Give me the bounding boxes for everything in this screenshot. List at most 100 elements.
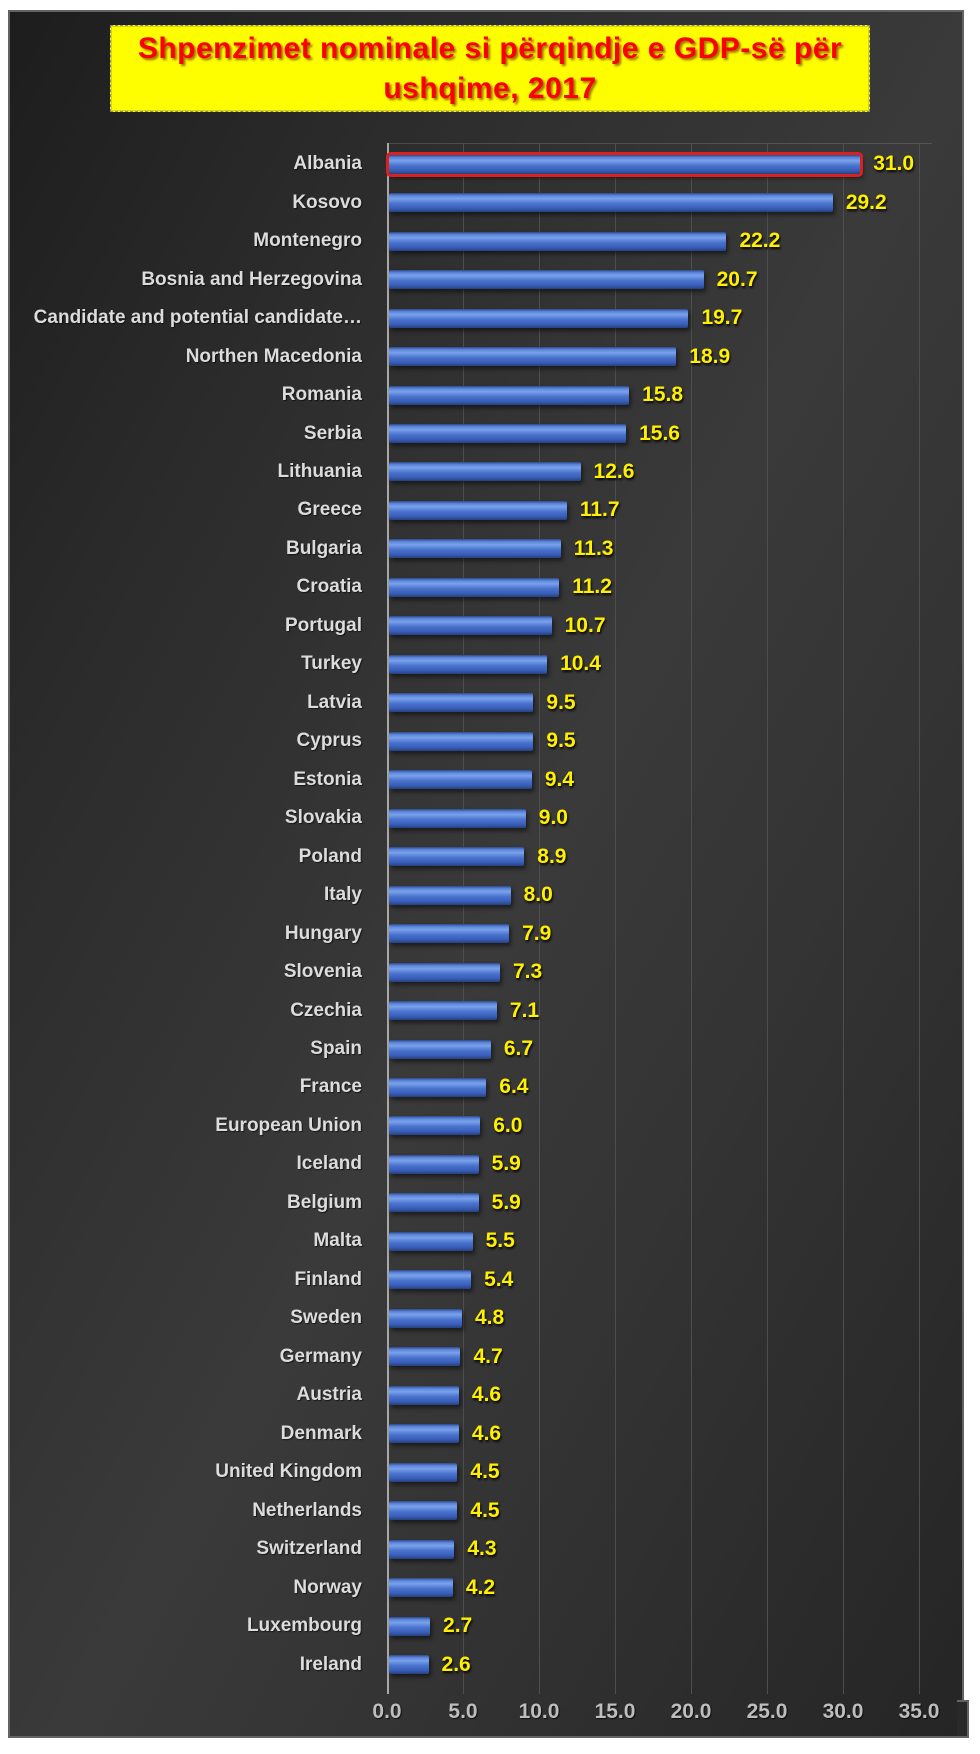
category-label: Belgium — [287, 1191, 362, 1213]
bar-track: 2.6 — [375, 1653, 966, 1677]
gridline — [767, 143, 768, 1694]
bar-track: 6.4 — [375, 1075, 966, 1099]
bar — [389, 654, 548, 674]
category-label: Romania — [281, 384, 362, 406]
bar-row: Portugal 10.7 — [10, 607, 966, 645]
chart-title-line-2: ushqime, 2017 — [383, 71, 597, 105]
bar-row: Belgium 5.9 — [10, 1184, 966, 1222]
bar-track: 20.7 — [375, 268, 966, 292]
gridlines — [10, 143, 966, 1694]
x-tick-label: 15.0 — [594, 1700, 636, 1723]
bar-row: Italy 8.0 — [10, 876, 966, 914]
value-label: 4.3 — [467, 1537, 497, 1561]
category-label: Northen Macedonia — [185, 345, 362, 367]
gridline — [539, 143, 540, 1694]
bar — [389, 885, 511, 905]
bar — [389, 1578, 453, 1598]
category-label: United Kingdom — [215, 1461, 362, 1483]
x-tick-label: 5.0 — [448, 1700, 478, 1723]
bar-row: Germany 4.7 — [10, 1338, 966, 1376]
value-label: 15.6 — [639, 421, 680, 445]
bar-track: 4.5 — [375, 1460, 966, 1484]
bar-track: 12.6 — [375, 460, 966, 484]
bar-row: Kosovo 29.2 — [10, 183, 966, 221]
bar — [389, 616, 552, 636]
bar — [389, 847, 525, 867]
bar-row: European Union 6.0 — [10, 1107, 966, 1145]
value-label: 6.0 — [493, 1113, 523, 1137]
bar-track: 4.5 — [375, 1499, 966, 1523]
bar-row: Switzerland 4.3 — [10, 1530, 966, 1568]
category-label: Hungary — [284, 922, 362, 944]
bar-row: Iceland 5.9 — [10, 1145, 966, 1183]
category-label: Austria — [296, 1384, 362, 1406]
bar-track: 11.7 — [375, 498, 966, 522]
category-label: Estonia — [293, 768, 362, 790]
bar-row: Turkey 10.4 — [10, 645, 966, 683]
bar-track: 2.7 — [375, 1614, 966, 1638]
bar-row: Albania 31.0 — [10, 145, 966, 183]
bar-track: 6.0 — [375, 1114, 966, 1138]
category-label: Bulgaria — [285, 537, 362, 559]
x-tick-label: 30.0 — [822, 1700, 864, 1723]
category-label: Croatia — [296, 576, 362, 598]
bar — [389, 1655, 429, 1675]
bar-track: 6.7 — [375, 1037, 966, 1061]
bar-track: 5.9 — [375, 1152, 966, 1176]
category-label: Albania — [293, 153, 362, 175]
bar-row: Luxembourg 2.7 — [10, 1607, 966, 1645]
bar-rows: Albania 31.0 Kosovo 29.2 Montenegro 22.2 Bosni… — [10, 145, 966, 1684]
value-label: 11.7 — [579, 498, 620, 522]
category-label: Ireland — [299, 1653, 362, 1675]
bar — [389, 462, 581, 482]
bar-row: France 6.4 — [10, 1068, 966, 1106]
category-label: Kosovo — [292, 191, 362, 213]
value-label: 7.1 — [509, 998, 540, 1022]
bar — [389, 693, 534, 713]
bar-track: 4.8 — [375, 1306, 966, 1330]
category-label: Netherlands — [252, 1499, 362, 1521]
bar-highlighted — [389, 154, 861, 174]
bar-row: Latvia 9.5 — [10, 684, 966, 722]
gridline — [615, 143, 616, 1694]
category-label: Denmark — [280, 1422, 362, 1444]
bar-track: 9.0 — [375, 806, 966, 830]
bar-track: 10.4 — [375, 652, 966, 676]
bar — [389, 1347, 461, 1367]
bar-track: 5.5 — [375, 1229, 966, 1253]
bar-row: Candidate and potential candidate… 19.7 — [10, 299, 966, 337]
bar — [389, 347, 677, 367]
bar-track: 8.0 — [375, 883, 966, 907]
category-label: Sweden — [290, 1307, 362, 1329]
bar-track: 4.6 — [375, 1383, 966, 1407]
bar — [389, 1270, 472, 1290]
value-label: 4.6 — [471, 1421, 502, 1445]
value-label: 15.8 — [642, 383, 684, 407]
bar-track: 7.3 — [375, 960, 966, 984]
bar-row: Bosnia and Herzegovina 20.7 — [10, 260, 966, 298]
category-label: Montenegro — [253, 230, 362, 252]
bar — [389, 1231, 473, 1251]
category-label: Cyprus — [296, 730, 362, 752]
bar-row: Cyprus 9.5 — [10, 722, 966, 760]
value-label: 10.4 — [560, 652, 601, 676]
bar — [389, 539, 561, 559]
bar-track: 4.3 — [375, 1537, 966, 1561]
chart-area: Shpenzimet nominale si përqindje e GDP-s… — [8, 10, 969, 1738]
bar-track: 11.2 — [375, 575, 966, 599]
value-label: 9.0 — [538, 806, 568, 830]
bar — [389, 1385, 459, 1405]
bar-row: Sweden 4.8 — [10, 1299, 966, 1337]
bar-track: 10.7 — [375, 614, 966, 638]
value-label: 5.9 — [491, 1190, 521, 1214]
category-label: Czechia — [290, 999, 362, 1021]
value-label: 18.9 — [689, 344, 731, 368]
value-label: 8.0 — [523, 883, 553, 907]
category-label: Portugal — [284, 614, 362, 636]
category-label: Greece — [297, 499, 362, 521]
value-label: 4.6 — [471, 1383, 502, 1407]
category-label: European Union — [215, 1114, 362, 1136]
bar — [389, 1539, 455, 1559]
value-label: 5.4 — [484, 1267, 514, 1291]
bar-row: Bulgaria 11.3 — [10, 530, 966, 568]
